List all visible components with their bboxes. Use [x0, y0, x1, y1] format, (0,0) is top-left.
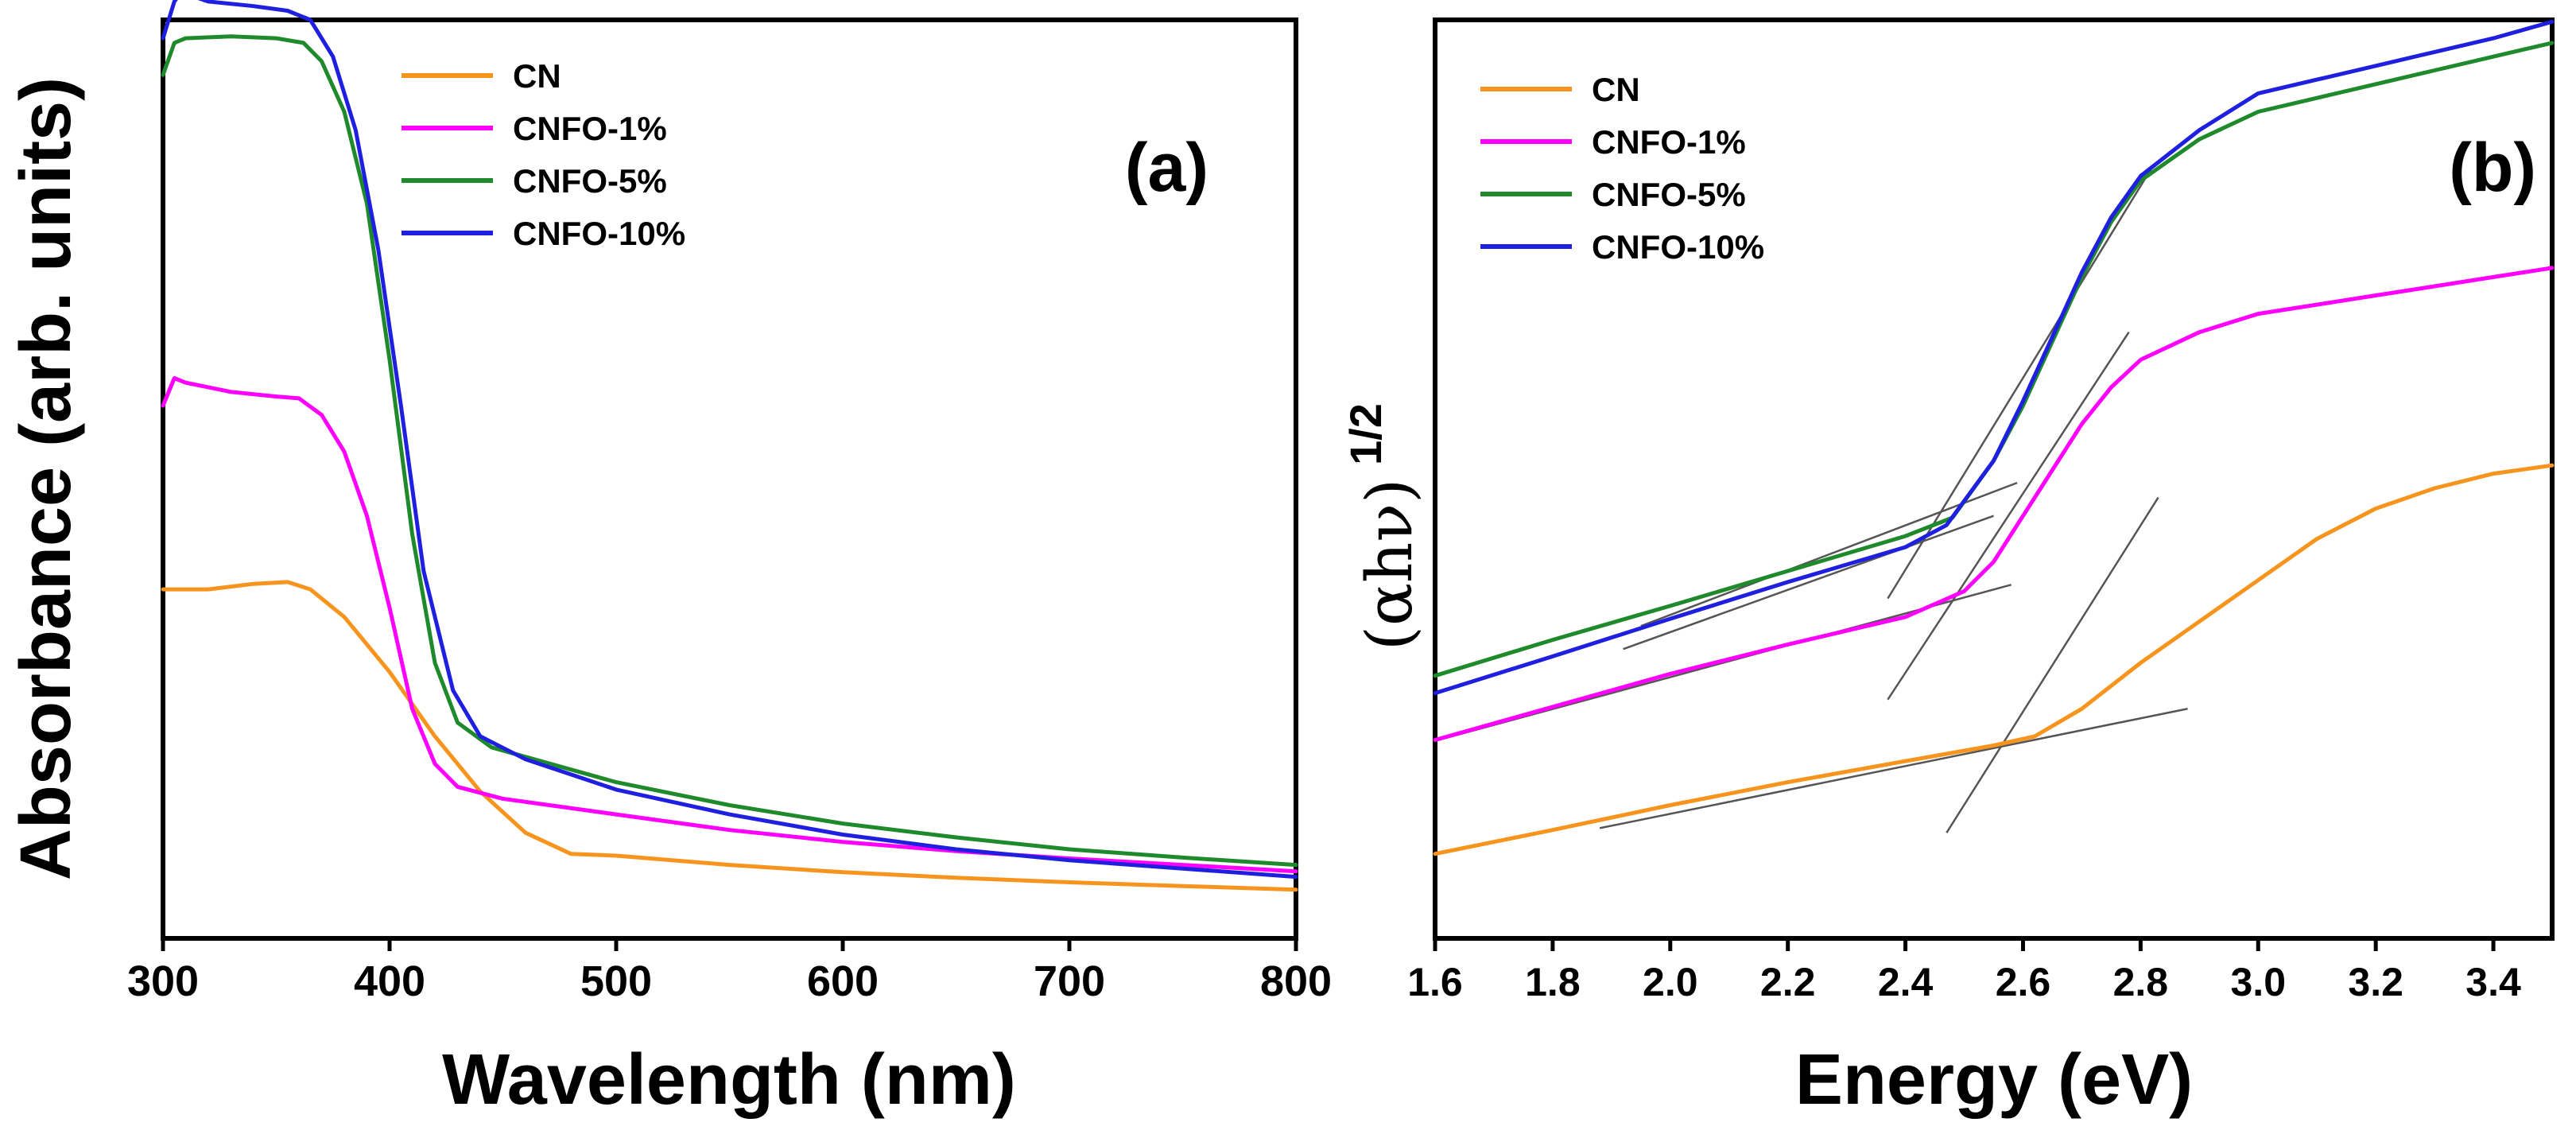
panel-b-series-group [1433, 19, 2555, 856]
series-line-cnfo-10- [1433, 19, 2555, 696]
panel-a-frame [161, 17, 1298, 941]
legend-label: CNFO-10% [513, 215, 685, 252]
x-tick-label: 2.8 [2113, 960, 2169, 1004]
x-tick-label: 3.0 [2231, 960, 2287, 1004]
x-tick-label: 800 [1260, 957, 1332, 1005]
panel-b: 1.6 1.8 2.0 2.2 2.4 2.6 2.8 3.0 3.2 3.4 CN CNFO-1%… [1340, 17, 2555, 1120]
x-tick-label: 600 [807, 957, 879, 1005]
series-line-cnfo-5- [161, 34, 1298, 868]
panel-a-ticks: 300 400 500 600 700 800 [127, 938, 1332, 1005]
panel-b-x-axis-title: Energy (eV) [1795, 1040, 2193, 1120]
panel-b-y-axis-title-group: (αhν) 1/2 [1340, 403, 1426, 650]
x-tick-label: 2.0 [1643, 960, 1698, 1004]
legend-label: CNFO-5% [513, 162, 667, 200]
x-tick-label: 2.2 [1760, 960, 1816, 1004]
series-line-cn [161, 580, 1298, 892]
x-tick-label: 700 [1034, 957, 1105, 1005]
panel-b-y-axis-title: (αhν) [1352, 479, 1426, 651]
legend-label: CNFO-5% [1592, 176, 1746, 213]
legend-label: CNFO-1% [513, 110, 667, 147]
series-line-cnfo-10- [161, 0, 1298, 880]
panel-b-label: (b) [2449, 130, 2536, 206]
panel-b-ticks: 1.6 1.8 2.0 2.2 2.4 2.6 2.8 3.0 3.2 3.4 [1407, 938, 2521, 1004]
tangent-line-1 [1599, 708, 2188, 829]
panel-b-legend: CN CNFO-1% CNFO-5% CNFO-10% [1480, 71, 1764, 266]
legend-label: CNFO-10% [1592, 228, 1764, 266]
tangent-line-2 [1946, 496, 2159, 833]
panel-a-label: (a) [1125, 130, 1208, 206]
panel-a: 300 400 500 600 700 800 CN CNFO-1% CNFO-5% CNFO-… [6, 0, 1332, 1120]
panel-a-y-axis-title: Absorbance (arb. units) [6, 77, 86, 880]
x-tick-label: 2.4 [1878, 960, 1934, 1004]
x-tick-label: 500 [580, 957, 652, 1005]
x-tick-label: 1.8 [1525, 960, 1581, 1004]
legend-label: CN [513, 57, 561, 95]
x-tick-label: 400 [354, 957, 425, 1005]
tangent-line-4 [1887, 332, 2130, 701]
panel-b-frame [1433, 17, 2555, 941]
x-tick-label: 3.4 [2465, 960, 2521, 1004]
series-line-cn [1433, 463, 2555, 856]
legend-label: CN [1592, 71, 1640, 108]
series-line-cnfo-1- [161, 376, 1298, 874]
x-tick-label: 3.2 [2348, 960, 2403, 1004]
panel-a-x-axis-title: Wavelength (nm) [442, 1040, 1016, 1120]
x-tick-label: 300 [127, 957, 199, 1005]
x-tick-label: 2.6 [1996, 960, 2051, 1004]
x-tick-label: 1.6 [1407, 960, 1463, 1004]
legend-label: CNFO-1% [1592, 123, 1746, 161]
series-line-cnfo-1- [1433, 266, 2555, 742]
panel-b-tangent-lines [1434, 166, 2188, 833]
panel-b-y-axis-title-superscript: 1/2 [1340, 403, 1391, 465]
panel-a-series-group [161, 0, 1298, 892]
tangent-line-6 [1640, 481, 2018, 627]
tangent-line-5 [1623, 515, 1994, 650]
panel-a-legend: CN CNFO-1% CNFO-5% CNFO-10% [402, 57, 685, 252]
